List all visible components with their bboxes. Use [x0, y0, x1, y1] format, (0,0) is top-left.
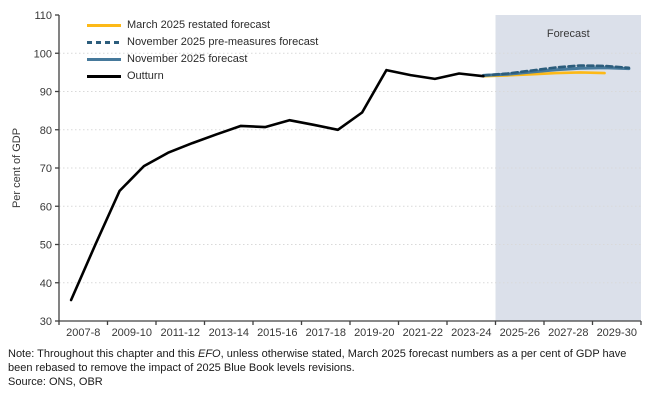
y-tick-label: 90 [40, 87, 52, 99]
note-text: Note: Throughout this chapter and this E… [8, 348, 644, 375]
source-text: Source: ONS, OBR [8, 376, 103, 388]
note-suffix: , unless otherwise stated, March 2025 fo… [8, 348, 627, 374]
legend-item-outturn: Outturn [87, 69, 318, 83]
chart-canvas: 30 40 50 60 70 80 90 100 110 2007-8 2009-10 2011-12… [11, 10, 642, 339]
chart-footer: Note: Throughout this chapter and this E… [8, 348, 644, 389]
y-tick-label: 50 [40, 240, 52, 252]
x-tick-label: 2017-18 [306, 327, 346, 339]
x-tick-label: 2019-20 [354, 327, 394, 339]
legend-label: Outturn [127, 70, 164, 82]
y-tick-label: 60 [40, 201, 52, 213]
x-tick-label: 2025-26 [500, 327, 540, 339]
series-line-outturn [69, 68, 485, 302]
march-restated-line-swatch [87, 23, 121, 27]
x-tick-label: 2013-14 [209, 327, 249, 339]
y-tick-label: 100 [34, 48, 52, 60]
x-tick-label: 2015-16 [257, 327, 297, 339]
legend-item-march-2025-restated-forecast: March 2025 restated forecast [87, 18, 318, 32]
note-prefix: Note: Throughout this chapter and this [8, 348, 198, 360]
x-tick-label: 2027-28 [548, 327, 588, 339]
nov-pre-measures-dashed-line-swatch [87, 40, 121, 44]
y-tick-label: 70 [40, 163, 52, 175]
y-tick-label: 40 [40, 278, 52, 290]
legend-item-november-2025-forecast: November 2025 forecast [87, 52, 318, 66]
y-tick-label: 30 [40, 316, 52, 328]
legend-label: November 2025 pre-measures forecast [127, 36, 319, 48]
x-tick-label: 2023-24 [451, 327, 491, 339]
outturn-line-swatch [87, 74, 121, 78]
y-axis-title: Per cent of GDP [11, 128, 23, 208]
x-tick-label: 2029-30 [597, 327, 637, 339]
series-line-nov-pre-measures [482, 64, 631, 77]
note-efo-italic: EFO [197, 348, 221, 360]
chart: 30 40 50 60 70 80 90 100 110 2007-8 2009-10 2011-12… [11, 10, 642, 339]
forecast-region-label: Forecast [547, 28, 590, 40]
legend: March 2025 restated forecast November 20… [87, 18, 318, 83]
legend-label: November 2025 forecast [127, 53, 248, 65]
x-tick-label: 2021-22 [403, 327, 443, 339]
x-tick-label: 2011-12 [160, 327, 200, 339]
nov-forecast-line-swatch [87, 57, 121, 61]
x-tick-label: 2009-10 [112, 327, 152, 339]
x-tick-label: 2007-8 [66, 327, 100, 339]
legend-label: March 2025 restated forecast [127, 19, 271, 31]
y-tick-label: 110 [34, 10, 52, 22]
y-tick-label: 80 [40, 125, 52, 137]
legend-item-november-2025-pre-measures-forecast: November 2025 pre-measures forecast [87, 35, 318, 49]
